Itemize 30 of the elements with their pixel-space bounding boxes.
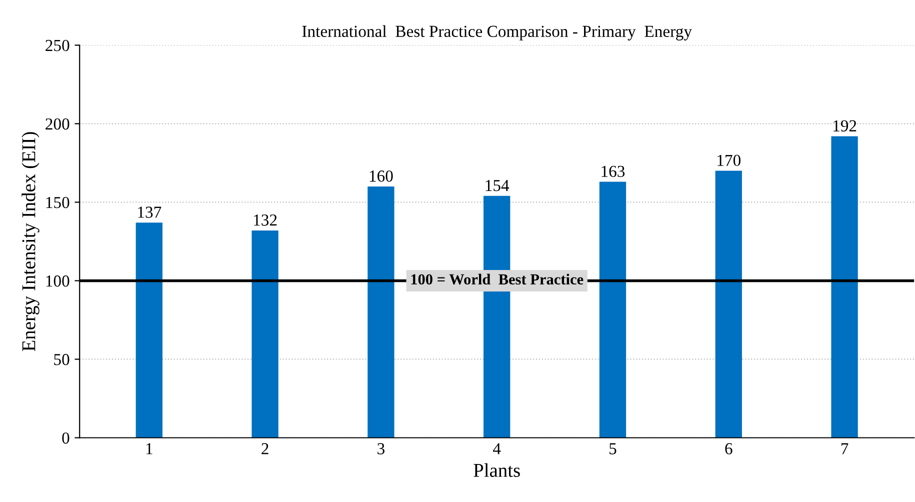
data-label: 137 [138, 206, 162, 218]
y-tick-label: 150 [46, 196, 70, 208]
data-label: 192 [834, 120, 856, 132]
bar [252, 230, 278, 438]
bar [715, 170, 742, 438]
y-tick-label: 100 [46, 275, 70, 287]
x-tick-label: 6 [725, 443, 732, 454]
chart-title: International Best Practice Comparison - Primary Energy [302, 25, 692, 40]
x-axis-title: Plants [474, 463, 520, 477]
ref-line-label: 100 = World Best Practice [411, 274, 584, 285]
bar [831, 136, 858, 438]
y-tick-label: 50 [54, 354, 70, 366]
y-tick-label: 200 [46, 118, 70, 130]
x-tick-label: 3 [378, 443, 384, 454]
data-label: 132 [254, 214, 277, 226]
x-tick-label: 5 [610, 443, 616, 454]
x-tick-label: 1 [146, 443, 152, 454]
x-tick-label: 2 [262, 443, 268, 454]
x-tick-label: 4 [493, 443, 501, 454]
data-label: 160 [370, 170, 393, 182]
bar [368, 186, 394, 438]
x-tick-label: 7 [841, 443, 848, 454]
y-tick-label: 250 [46, 40, 70, 52]
data-label: 154 [486, 180, 510, 192]
y-tick-label: 0 [62, 432, 70, 444]
data-label: 170 [718, 154, 741, 166]
bar [599, 182, 626, 438]
data-label: 163 [602, 166, 625, 178]
bar [136, 222, 162, 438]
y-axis-title: Energy Intensity Index (EII) [22, 132, 40, 352]
